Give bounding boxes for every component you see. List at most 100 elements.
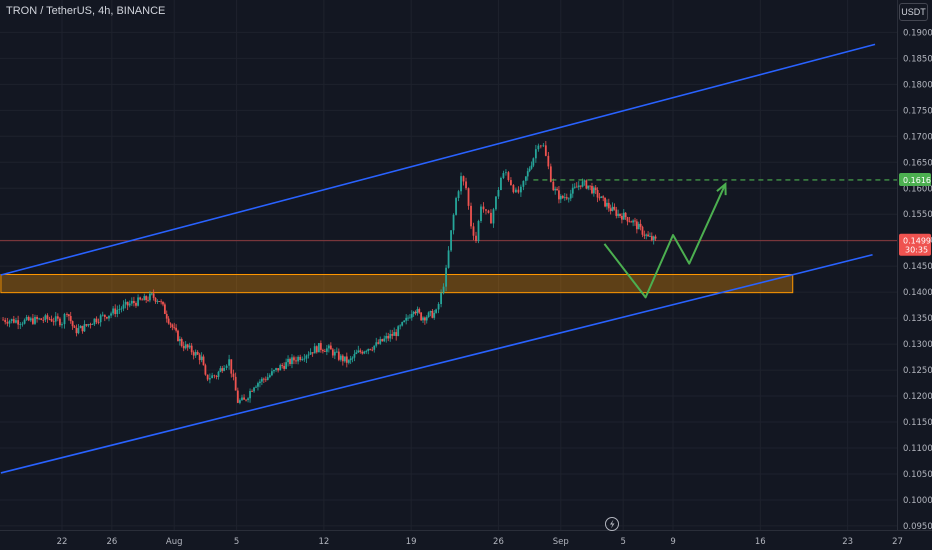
lightning-icon[interactable] <box>605 517 619 531</box>
candle-body <box>405 317 408 321</box>
candle-body <box>301 358 304 360</box>
candle-body <box>333 351 336 356</box>
candle-body <box>437 304 440 310</box>
projection-path[interactable] <box>603 183 727 299</box>
candle-body <box>507 172 510 181</box>
candle-body <box>251 390 253 392</box>
candle-body <box>133 300 135 304</box>
candle-body <box>73 326 76 328</box>
candle-body <box>431 310 434 318</box>
candle-body <box>409 317 411 319</box>
candle-body <box>87 324 90 326</box>
candle-body <box>383 338 386 342</box>
candle-body <box>255 386 257 388</box>
candle-body <box>549 166 552 182</box>
x-tick-label: Sep <box>553 537 569 547</box>
candle-body <box>325 348 328 352</box>
candle-body <box>592 187 595 194</box>
candle-body <box>299 356 302 360</box>
candle-body <box>440 293 442 305</box>
candle-body <box>433 312 436 318</box>
candle-body <box>331 349 334 356</box>
candle-body <box>32 318 34 324</box>
y-tick-label: 0.1550 <box>903 210 932 220</box>
candle-body <box>455 198 457 215</box>
candle-body <box>589 185 592 187</box>
candle-body <box>99 315 102 323</box>
y-tick-label: 0.1600 <box>903 184 932 194</box>
candle-body <box>266 377 269 380</box>
candle-body <box>643 234 646 236</box>
candle-body <box>208 378 211 380</box>
candle-body <box>524 176 527 181</box>
candle-body <box>8 320 11 324</box>
candle-body <box>418 309 421 313</box>
candle-body <box>565 197 568 199</box>
candle-body <box>29 318 32 321</box>
candle-body <box>381 339 384 342</box>
currency-button[interactable]: USDT <box>899 3 928 21</box>
x-tick-label: 23 <box>842 537 853 547</box>
candle-body <box>343 356 346 362</box>
channel-upper-line[interactable] <box>0 43 876 276</box>
candle-body <box>313 346 316 354</box>
candle-body <box>495 196 497 210</box>
last-price-badge <box>899 233 931 256</box>
channel-lower-line[interactable] <box>0 253 873 474</box>
candle-body <box>587 185 590 189</box>
candle-body <box>101 314 104 316</box>
candle-body <box>500 177 502 190</box>
candle-body <box>353 353 356 358</box>
candle-body <box>630 221 633 223</box>
candle-body <box>403 320 406 323</box>
candle-body <box>534 149 537 159</box>
candle-body <box>36 316 38 320</box>
candle-body <box>335 351 338 353</box>
candle-body <box>558 190 560 200</box>
candle-body <box>567 198 570 200</box>
candle-body <box>262 378 265 380</box>
candle-body <box>59 318 61 326</box>
candle-body <box>371 349 374 351</box>
candle-body <box>141 299 144 301</box>
candle-body <box>407 317 409 319</box>
support-zone[interactable] <box>0 273 794 294</box>
candle-body <box>215 376 218 377</box>
candle-body <box>422 317 424 321</box>
candle-body <box>652 236 655 241</box>
candle-body <box>537 145 540 150</box>
candle-body <box>375 342 378 346</box>
candle-body <box>178 338 181 342</box>
candle-body <box>163 304 166 314</box>
candle-body <box>412 311 415 315</box>
candle-body <box>150 293 153 295</box>
x-tick-label: 27 <box>892 537 903 547</box>
candle-body <box>236 390 239 403</box>
candle-body <box>457 191 460 199</box>
y-tick-label: 0.0950 <box>903 522 932 532</box>
candle-body <box>95 318 98 323</box>
candle-body <box>239 400 241 403</box>
y-tick-label: 0.1450 <box>903 262 932 272</box>
candle-body <box>271 371 273 376</box>
candle-body <box>190 345 193 353</box>
candle-body <box>247 398 249 401</box>
candle-body <box>110 313 112 316</box>
candle-body <box>492 209 495 224</box>
candle-body <box>182 345 185 349</box>
candle-body <box>223 367 226 371</box>
candle-body <box>591 185 593 194</box>
candle-body <box>75 327 78 334</box>
candle-body <box>154 297 157 302</box>
candle-body <box>162 301 164 305</box>
candle-body <box>71 321 74 327</box>
candle-body <box>373 345 376 350</box>
candle-body <box>315 346 318 353</box>
candle-body <box>528 168 531 172</box>
y-tick-label: 0.1850 <box>903 54 932 64</box>
candle-body <box>556 188 558 191</box>
candle-body <box>654 236 657 239</box>
candle-body <box>143 296 146 301</box>
